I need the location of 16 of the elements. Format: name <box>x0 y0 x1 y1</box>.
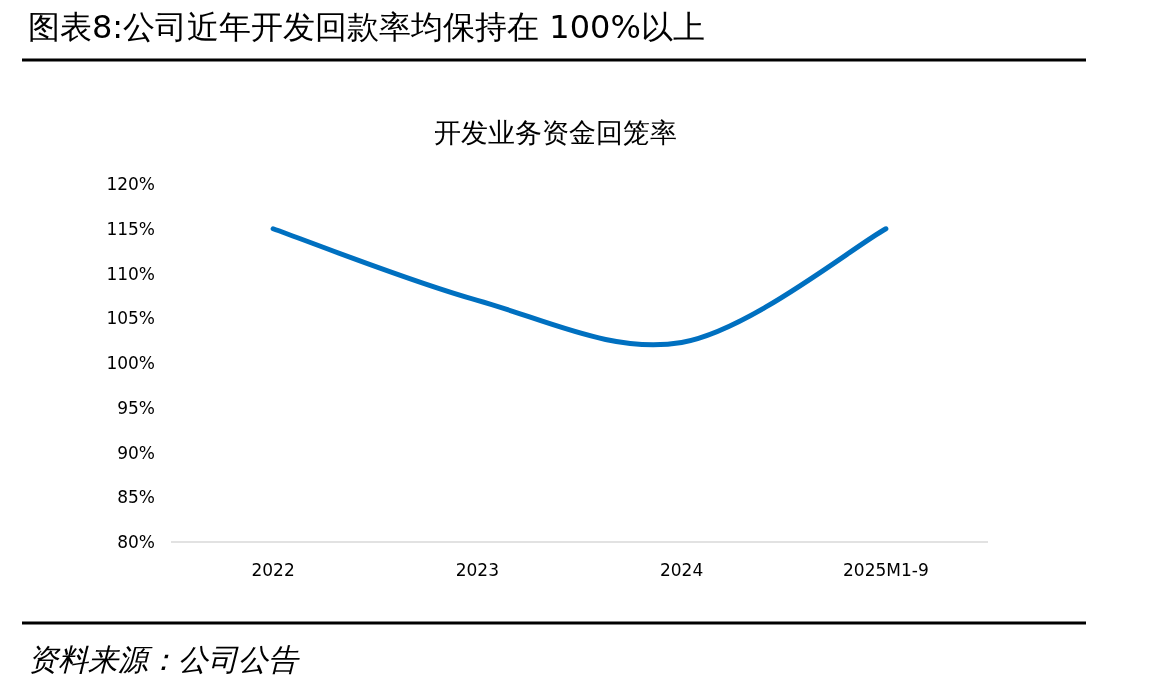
y-tick-label: 90% <box>117 442 155 463</box>
y-tick-label: 115% <box>106 218 155 239</box>
y-tick-label: 85% <box>117 487 155 508</box>
y-tick-label: 80% <box>117 532 155 552</box>
chart-title: 图表8:公司近年开发回款率均保持在 100%以上 <box>28 8 705 46</box>
y-tick-label: 110% <box>106 263 155 284</box>
x-tick-label: 2022 <box>251 560 295 580</box>
y-tick-label: 95% <box>117 397 155 418</box>
y-tick-label: 105% <box>106 308 155 329</box>
text: 资料来源：公司公告 <box>28 642 300 677</box>
x-tick-label: 2023 <box>455 560 500 580</box>
x-tick-label: 2024 <box>659 560 704 580</box>
y-tick-label: 120% <box>106 174 155 194</box>
x-tick-label: 2025M1-9 <box>843 560 929 580</box>
chart-subtitle: 开发业务资金回笼率 <box>433 117 677 148</box>
y-tick-label: 100% <box>106 353 155 373</box>
